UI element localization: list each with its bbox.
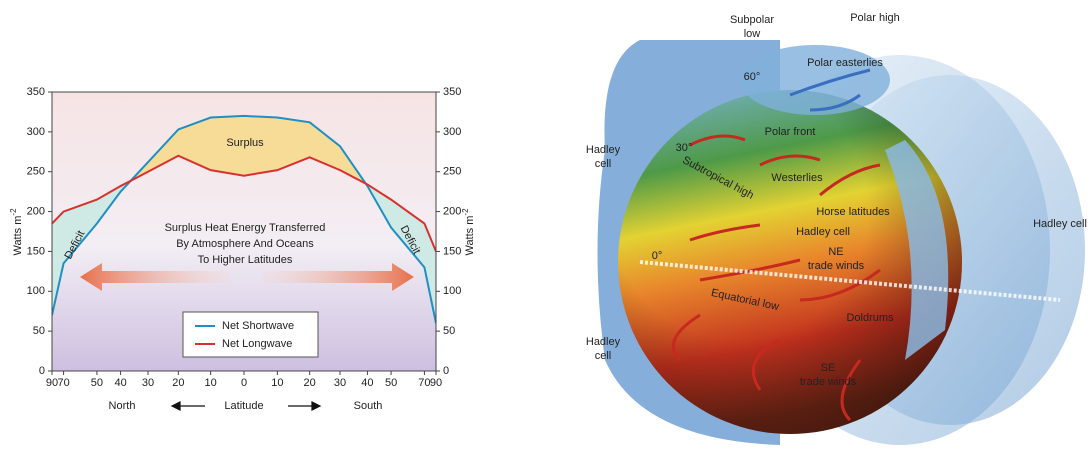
x-tick-label: 90: [430, 377, 442, 389]
diagram-label-line: Doldrums: [846, 312, 894, 324]
x-tick-label: 30: [142, 377, 154, 389]
x-tick-label: 30: [334, 377, 346, 389]
y-axis-label-sup: -2: [461, 208, 470, 216]
page: {"chart_data": {"type": "line", "x": [-9…: [0, 0, 1090, 453]
legend-box: [183, 312, 318, 357]
diagram-label-line: 0°: [652, 250, 663, 262]
y-tick-label: 250: [27, 166, 45, 178]
y-axis-label-base: Watts m: [464, 216, 476, 256]
figure: 0501001502002503003500501001502002503003…: [0, 0, 1090, 448]
y-tick-label: 100: [27, 285, 45, 297]
diagram-label-line: Hadley: [586, 144, 621, 156]
diagram-label: Polar front: [765, 126, 816, 138]
y-axis-label: Watts m-2: [461, 208, 476, 256]
diagram-label: Hadley cell: [1033, 218, 1087, 230]
y2-tick-label: 350: [443, 86, 461, 98]
x-tick-label: 40: [361, 377, 373, 389]
diagram-label-line: Horse latitudes: [816, 206, 890, 218]
diagram-label-line: low: [744, 28, 761, 40]
annotation: To Higher Latitudes: [198, 254, 293, 266]
y-axis-label: Watts m-2: [9, 208, 24, 256]
diagram-label-line: 30°: [676, 142, 693, 154]
diagram-label-line: Polar easterlies: [807, 57, 883, 69]
diagram-label: Doldrums: [846, 312, 894, 324]
annotation: Surplus: [226, 137, 264, 149]
diagram-label-line: 60°: [744, 71, 761, 83]
diagram-label: Horse latitudes: [816, 206, 890, 218]
x-tick-label: 70: [418, 377, 430, 389]
x-axis-label-right: South: [354, 400, 383, 412]
legend-label: Net Longwave: [222, 338, 292, 350]
polar-cap: [740, 45, 890, 115]
diagram-label: Polar easterlies: [807, 57, 883, 69]
y2-tick-label: 50: [443, 325, 455, 337]
x-tick-label: 20: [172, 377, 184, 389]
chart: 0501001502002503003500501001502002503003…: [9, 86, 476, 412]
legend-label: Net Shortwave: [222, 320, 294, 332]
x-tick-label: 90: [46, 377, 58, 389]
y-axis-label-base: Watts m: [12, 216, 24, 256]
x-tick-label: 40: [114, 377, 126, 389]
x-axis-label-left: North: [109, 400, 136, 412]
direction-arrow: [172, 402, 205, 410]
y2-tick-label: 300: [443, 126, 461, 138]
diagram-label: 0°: [652, 250, 663, 262]
diagram-label-line: trade winds: [808, 260, 865, 272]
y2-tick-label: 100: [443, 285, 461, 297]
diagram-label: Westerlies: [771, 172, 823, 184]
y2-tick-label: 250: [443, 166, 461, 178]
y2-tick-label: 0: [443, 365, 449, 377]
annotation: Surplus Heat Energy Transferred: [165, 222, 326, 234]
diagram-label-line: cell: [595, 350, 612, 362]
diagram-label-line: Polar high: [850, 12, 900, 24]
y2-tick-label: 150: [443, 245, 461, 257]
diagram-label: Polar high: [850, 12, 900, 24]
x-tick-label: 10: [205, 377, 217, 389]
diagram-label-line: Subpolar: [730, 14, 774, 26]
x-tick-label: 50: [91, 377, 103, 389]
y-axis-label-sup: -2: [9, 208, 18, 216]
diagram-label-line: NE: [828, 246, 843, 258]
y-tick-label: 350: [27, 86, 45, 98]
direction-arrow: [288, 402, 320, 410]
x-tick-label: 70: [57, 377, 69, 389]
y-tick-label: 0: [39, 365, 45, 377]
diagram-label-line: SE: [821, 362, 836, 374]
annotation: By Atmosphere And Oceans: [176, 238, 314, 250]
diagram-label-line: Polar front: [765, 126, 816, 138]
y-tick-label: 300: [27, 126, 45, 138]
diagram-label: 30°: [676, 142, 693, 154]
y-tick-label: 50: [33, 325, 45, 337]
x-tick-label: 50: [385, 377, 397, 389]
diagram-label-line: Westerlies: [771, 172, 823, 184]
diagram-label-line: trade winds: [800, 376, 857, 388]
diagram-label: 60°: [744, 71, 761, 83]
x-tick-label: 20: [304, 377, 316, 389]
y-tick-label: 150: [27, 245, 45, 257]
diagram-label-line: cell: [595, 158, 612, 170]
diagram-label-line: Hadley cell: [1033, 218, 1087, 230]
y-tick-label: 200: [27, 205, 45, 217]
diagram-label: Subpolar low: [730, 14, 774, 40]
y2-tick-label: 200: [443, 205, 461, 217]
x-tick-label: 10: [271, 377, 283, 389]
diagram-label-line: Hadley cell: [796, 226, 850, 238]
x-axis-label: Latitude: [224, 400, 263, 412]
globe-diagram: Subpolar low Polar high Polar easterlies 60°…: [586, 12, 1087, 445]
x-tick-label: 0: [241, 377, 247, 389]
diagram-label-line: Hadley: [586, 336, 621, 348]
diagram-label: Hadley cell: [796, 226, 850, 238]
